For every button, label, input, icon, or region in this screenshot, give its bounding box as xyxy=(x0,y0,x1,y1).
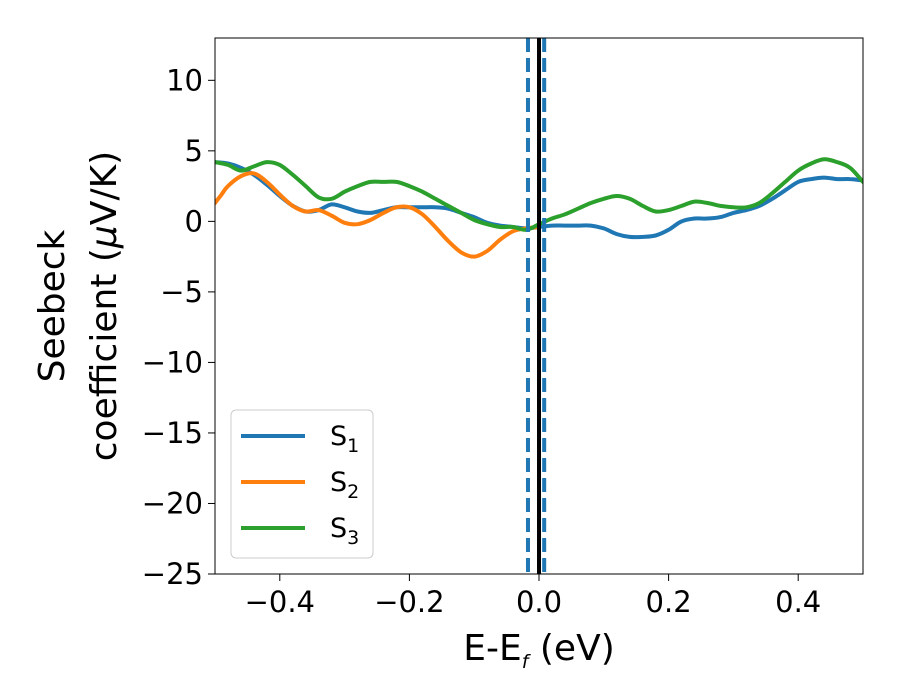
y-axis-label: Seebeck coefficient (μV/K) xyxy=(32,151,125,461)
y-tick-label: −25 xyxy=(142,557,203,591)
series-line-s2 xyxy=(215,171,541,259)
x-tick-label: 0.2 xyxy=(646,585,692,619)
x-axis-label: E-Ef (eV) xyxy=(463,628,615,673)
x-tick-label: −0.4 xyxy=(245,585,315,619)
y-tick-label: −20 xyxy=(142,486,203,520)
x-axis-ticks: −0.4 −0.2 0.0 0.2 0.4 xyxy=(245,574,821,619)
y-axis-label-line1: Seebeck xyxy=(32,229,73,382)
legend-label-s1: S1 xyxy=(330,421,359,457)
x-tick-label: 0.4 xyxy=(775,585,821,619)
y-tick-label: 5 xyxy=(185,134,203,168)
y-axis-ticks: 10 5 0 −5 −10 −15 −20 −25 xyxy=(142,63,215,591)
y-tick-label: −5 xyxy=(160,275,203,309)
y-tick-label: −15 xyxy=(142,416,203,450)
y-tick-label: 0 xyxy=(185,204,203,238)
legend-label-s3: S3 xyxy=(330,513,359,549)
x-tick-label: 0.0 xyxy=(516,585,562,619)
y-tick-label: 10 xyxy=(166,63,203,97)
x-tick-label: −0.2 xyxy=(374,585,444,619)
legend-label-s2: S2 xyxy=(330,467,359,503)
y-axis-label-line2: coefficient (μV/K) xyxy=(84,151,125,461)
y-tick-label: −10 xyxy=(142,345,203,379)
vertical-line-layer xyxy=(525,38,547,574)
legend: S1 S2 S3 xyxy=(230,409,374,559)
